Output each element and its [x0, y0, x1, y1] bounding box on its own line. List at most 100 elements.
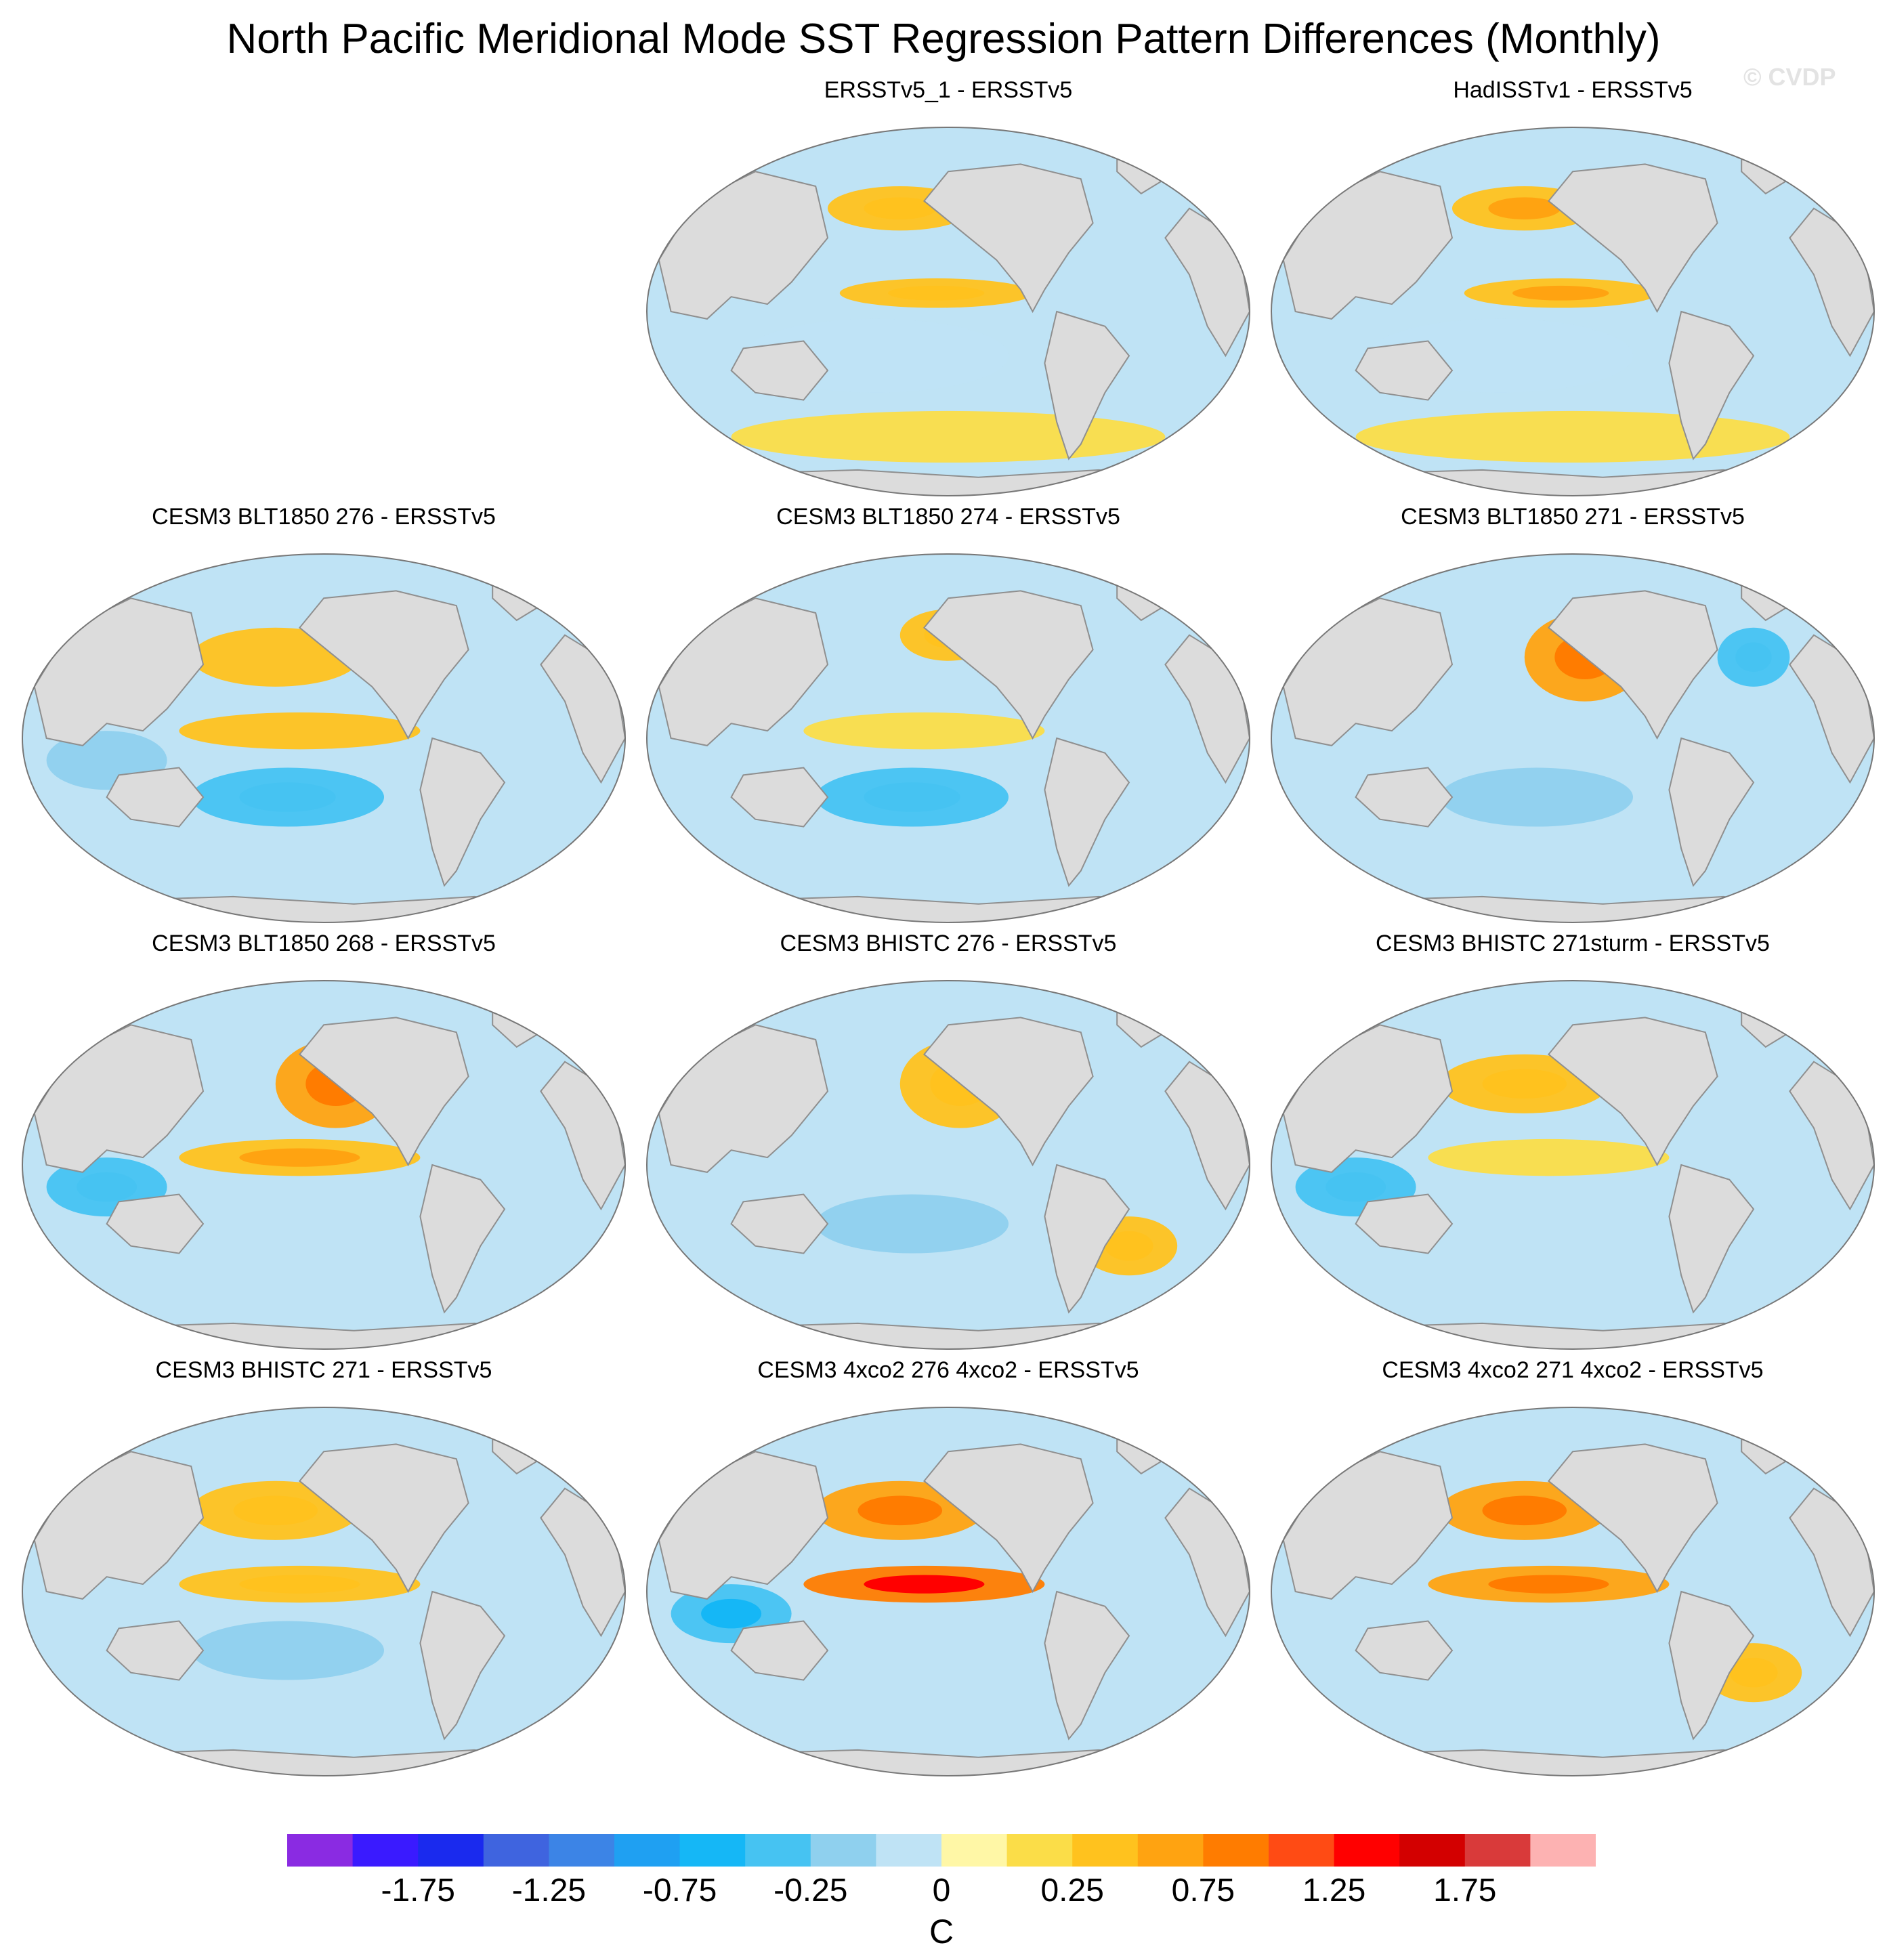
map-outline — [1271, 553, 1875, 923]
map-svg — [646, 1407, 1250, 1776]
anomaly-core — [1488, 1575, 1609, 1594]
anomaly-core — [1482, 1495, 1567, 1526]
north-america-landmass — [923, 163, 1094, 314]
colorbar-swatch — [1269, 1834, 1335, 1867]
anomaly-core — [864, 1575, 985, 1594]
colorbar-swatch — [941, 1834, 1008, 1867]
australia-landmass — [730, 767, 829, 828]
anomaly-region — [815, 1194, 1009, 1254]
map-outline — [22, 980, 626, 1350]
colorbar-tick-label: -0.75 — [642, 1873, 717, 1909]
south-america-landmass — [419, 1590, 506, 1741]
anomaly-region — [803, 712, 1045, 750]
anomaly-core — [239, 1575, 360, 1594]
colorbar-swatch — [418, 1834, 484, 1867]
panel-title: CESM3 BHISTC 271sturm - ERSSTv5 — [1376, 931, 1770, 956]
panel-title: CESM3 BLT1850 276 - ERSSTv5 — [152, 504, 496, 530]
figure-title: North Pacific Meridional Mode SST Regres… — [226, 16, 1661, 62]
south-america-landmass — [1044, 1164, 1130, 1314]
south-america-landmass — [419, 1164, 506, 1314]
map-svg — [646, 553, 1250, 923]
south-america-landmass — [1044, 737, 1130, 887]
map-panel — [19, 962, 629, 1355]
panel-title: CESM3 BLT1850 274 - ERSSTv5 — [776, 504, 1120, 530]
colorbar-swatch — [1137, 1834, 1204, 1867]
map-panel — [19, 535, 629, 928]
anomaly-region — [179, 712, 421, 750]
anomaly-region — [731, 410, 1166, 463]
panel-title: HadISSTv1 - ERSSTv5 — [1453, 77, 1693, 103]
colorbar-swatch — [483, 1834, 549, 1867]
anomaly-region — [1440, 767, 1633, 827]
map-outline — [646, 127, 1250, 496]
north-america-landmass — [1547, 1017, 1718, 1167]
panel-title: CESM3 BHISTC 276 - ERSSTv5 — [780, 931, 1117, 956]
anomaly-core — [233, 1495, 318, 1526]
anomaly-core — [701, 1598, 762, 1629]
colorbar-swatch — [287, 1834, 354, 1867]
panel-title: CESM3 4xco2 271 4xco2 - ERSSTv5 — [1382, 1357, 1764, 1383]
north-america-landmass — [1547, 1443, 1718, 1594]
north-america-landmass — [923, 590, 1094, 740]
north-america-landmass — [298, 1443, 469, 1594]
map-panel — [643, 1388, 1253, 1781]
colorbar-swatch — [810, 1834, 876, 1867]
australia-landmass — [730, 1193, 829, 1254]
australia-landmass — [106, 1620, 205, 1681]
south-america-landmass — [1668, 310, 1755, 461]
panel-title: CESM3 4xco2 276 4xco2 - ERSSTv5 — [757, 1357, 1139, 1383]
panel-title: ERSSTv5_1 - ERSSTv5 — [824, 77, 1073, 103]
map-svg — [1271, 127, 1875, 496]
north-america-landmass — [1547, 163, 1718, 314]
map-svg — [1271, 553, 1875, 923]
north-america-landmass — [298, 1017, 469, 1167]
map-svg — [22, 553, 626, 923]
anomaly-core — [1326, 1172, 1386, 1202]
colorbar-tick-label: 0.25 — [1040, 1873, 1104, 1909]
map-outline — [646, 980, 1250, 1350]
map-outline — [22, 1407, 626, 1776]
australia-landmass — [106, 1193, 205, 1254]
australia-landmass — [730, 1620, 829, 1681]
map-outline — [646, 553, 1250, 923]
panel-title: CESM3 BLT1850 271 - ERSSTv5 — [1401, 504, 1745, 530]
anomaly-core — [1512, 285, 1609, 301]
colorbar-swatch — [614, 1834, 681, 1867]
colorbar-tick-label: 1.75 — [1433, 1873, 1497, 1909]
australia-landmass — [1355, 340, 1454, 401]
map-panel — [1268, 108, 1878, 501]
map-outline — [22, 553, 626, 923]
north-america-landmass — [1547, 590, 1718, 740]
colorbar-tick-label: -1.75 — [381, 1873, 455, 1909]
anomaly-core — [1729, 1657, 1778, 1688]
australia-landmass — [1355, 1620, 1454, 1681]
panel-title: CESM3 BHISTC 271 - ERSSTv5 — [155, 1357, 492, 1383]
anomaly-region — [1355, 410, 1790, 463]
colorbar-swatch — [876, 1834, 942, 1867]
map-svg — [646, 127, 1250, 496]
colorbar — [287, 1834, 1596, 1867]
colorbar-units: C — [929, 1913, 954, 1951]
colorbar-tick-label: -1.25 — [511, 1873, 587, 1909]
anomaly-core — [864, 782, 960, 812]
australia-landmass — [1355, 767, 1454, 828]
map-panel — [643, 108, 1253, 501]
map-panel — [1268, 1388, 1878, 1781]
anomaly-core — [239, 782, 336, 812]
colorbar-swatch — [1334, 1834, 1400, 1867]
map-svg — [22, 980, 626, 1350]
colorbar-tick-label: -0.25 — [773, 1873, 848, 1909]
south-america-landmass — [1044, 1590, 1130, 1741]
south-america-landmass — [1668, 1164, 1755, 1314]
north-america-landmass — [298, 590, 469, 740]
map-svg — [22, 1407, 626, 1776]
map-svg — [646, 980, 1250, 1350]
anomaly-core — [864, 197, 937, 219]
colorbar-swatch — [549, 1834, 615, 1867]
australia-landmass — [730, 340, 829, 401]
anomaly-core — [1735, 642, 1772, 673]
colorbar-tick-label: 0.75 — [1171, 1873, 1235, 1909]
map-svg — [1271, 1407, 1875, 1776]
map-panel — [1268, 962, 1878, 1355]
anomaly-core — [1488, 197, 1561, 219]
